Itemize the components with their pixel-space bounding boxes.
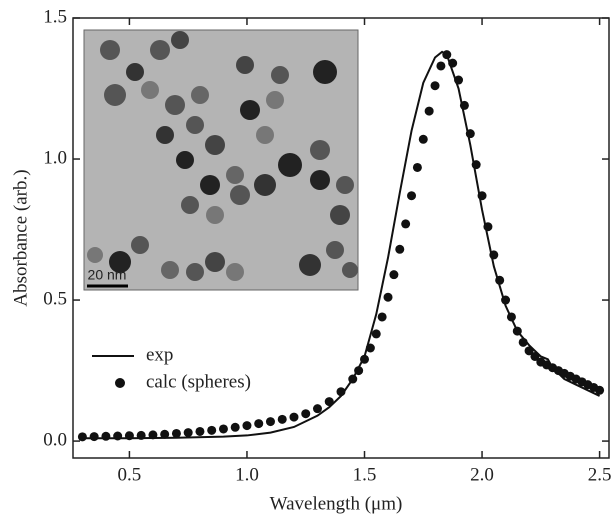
calc-point (412, 162, 422, 172)
x-tick-label: 1.5 (353, 464, 377, 485)
calc-point (312, 404, 322, 414)
legend-label: calc (spheres) (146, 371, 251, 392)
calc-point (365, 343, 375, 353)
calc-point (124, 431, 134, 441)
calc-point (459, 100, 469, 110)
calc-point (465, 129, 475, 139)
calc-point (195, 426, 205, 436)
calc-point (242, 421, 252, 431)
x-tick-label: 2.5 (588, 464, 612, 485)
calc-point (230, 422, 240, 432)
plot-frame (72, 17, 610, 459)
calc-point (371, 329, 381, 339)
calc-point (77, 432, 87, 442)
legend-label: exp (146, 344, 173, 365)
x-axis-label: Wavelength (μm) (270, 493, 403, 514)
calc-point (136, 430, 146, 440)
legend-swatch (115, 378, 125, 388)
calc-point (477, 191, 487, 201)
calc-point (454, 75, 464, 85)
calc-point (218, 424, 228, 434)
calc-point (354, 366, 364, 376)
y-axis-label: Absorbance (arb.) (10, 169, 31, 306)
scale-bar-label: 20 nm (88, 267, 127, 283)
calc-point (518, 337, 528, 347)
y-tick-label: 1.5 (43, 6, 67, 27)
calc-point (389, 270, 399, 280)
calc-point (377, 312, 387, 322)
calc-point (442, 50, 452, 60)
calc-point (183, 428, 193, 438)
calc-point (448, 58, 458, 68)
exp-line (82, 50, 601, 440)
calc-point (436, 61, 446, 71)
calc-point (289, 412, 299, 422)
calc-point (324, 397, 334, 407)
calc-point (336, 387, 346, 397)
calc-point (530, 351, 540, 361)
y-tick-label: 0.0 (43, 429, 67, 450)
inset-image: 20 nm (83, 29, 359, 291)
calc-point (495, 275, 505, 285)
calc-point (254, 419, 264, 429)
x-tick-label: 1.0 (235, 464, 259, 485)
calc-point (407, 191, 417, 201)
x-tick-label: 0.5 (118, 464, 142, 485)
calc-point (418, 134, 428, 144)
calc-point (489, 250, 499, 260)
calc-point (506, 312, 516, 322)
calc-point (101, 431, 111, 441)
calc-point (277, 414, 287, 424)
calc-point (360, 354, 370, 364)
calc-point (524, 346, 534, 356)
calc-point (471, 160, 481, 170)
calc-point (595, 385, 605, 395)
calc-point (113, 431, 123, 441)
calc-point (171, 428, 181, 438)
y-tick-label: 0.5 (43, 288, 67, 309)
calc-point (265, 417, 275, 427)
calc-point (395, 244, 405, 254)
calc-point (348, 374, 358, 384)
calc-point (148, 430, 158, 440)
x-tick-label: 2.0 (470, 464, 494, 485)
calc-point (512, 326, 522, 336)
calc-point (383, 292, 393, 302)
calc-point (401, 219, 411, 229)
y-tick-label: 1.0 (43, 147, 67, 168)
calc-point (501, 295, 511, 305)
calc-point (89, 432, 99, 442)
calc-point (424, 106, 434, 116)
calc-point (160, 429, 170, 439)
calc-point (301, 409, 311, 419)
calc-point (430, 81, 440, 91)
calc-point (207, 425, 217, 435)
calc-point (483, 222, 493, 232)
